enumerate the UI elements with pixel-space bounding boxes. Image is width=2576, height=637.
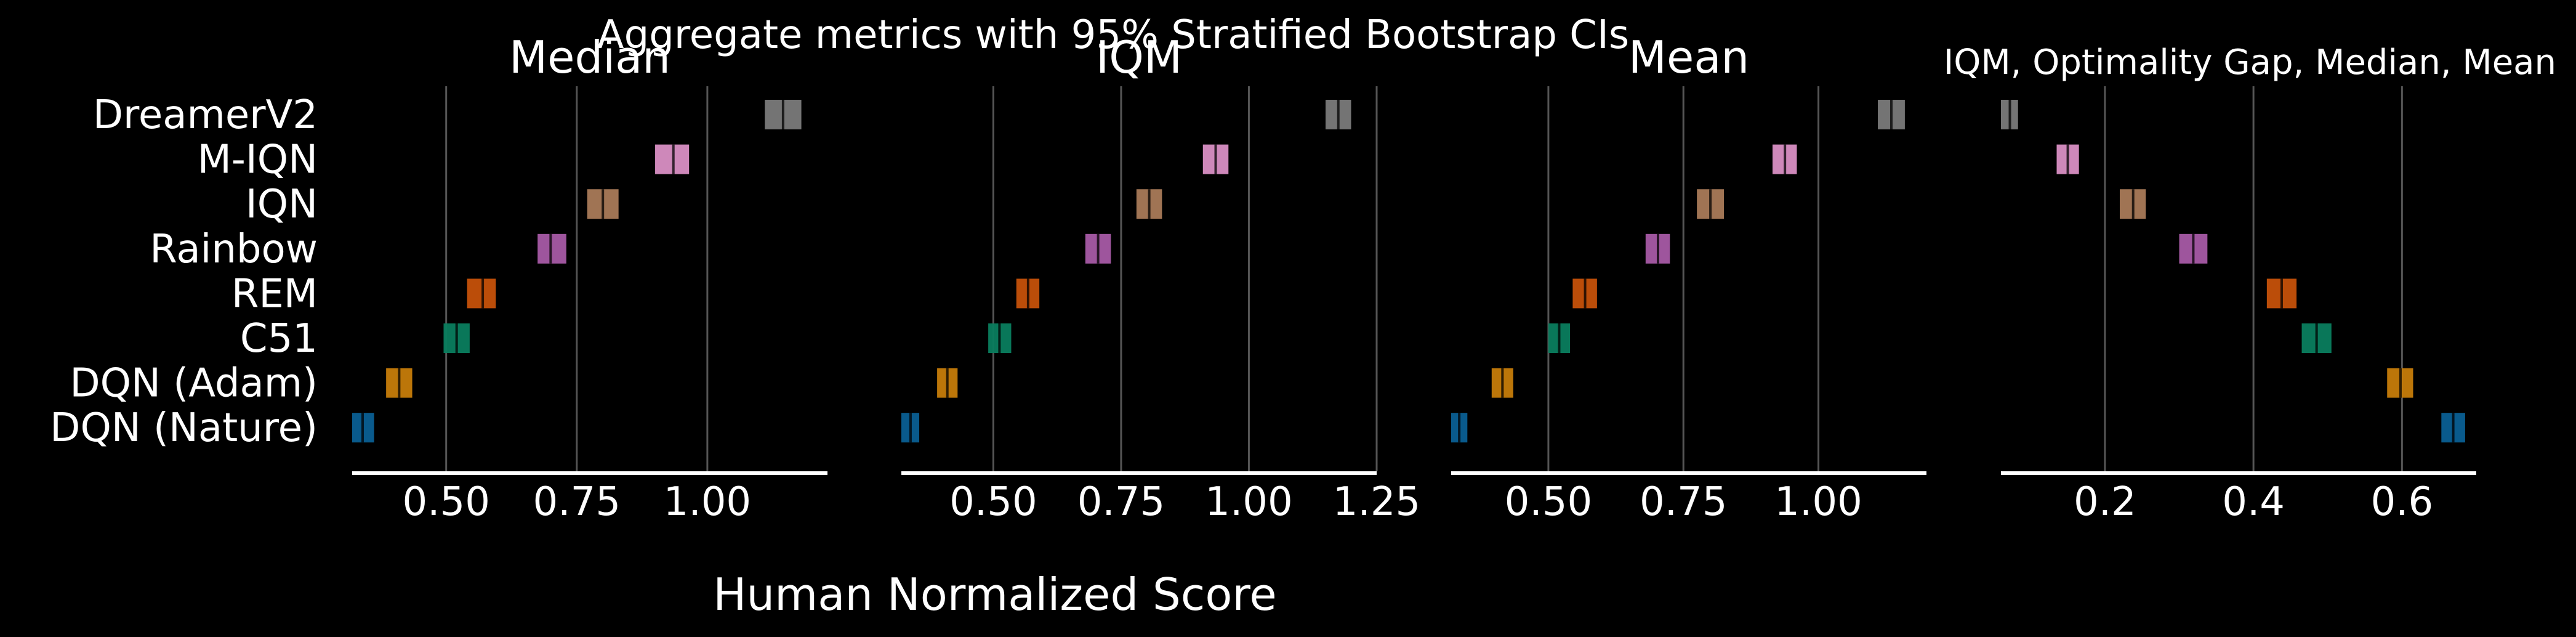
- x-tick-label: 0.50: [1505, 479, 1593, 525]
- panel-iqm: IQM 0.50 0.75 1.00 1.25: [901, 31, 1420, 525]
- x-tick-label: 0.75: [1640, 479, 1728, 525]
- panel-title: Median: [509, 31, 670, 83]
- x-tick-label: 0.75: [1077, 479, 1165, 525]
- panels: Median 0.50 0.75 1.00 IQM 0.50 0.75 1.00 1.25 Mea…: [352, 31, 2556, 525]
- category-label-dqn-nature: DQN (Nature): [50, 405, 318, 451]
- x-tick-label: 1.00: [1205, 479, 1293, 525]
- category-label-c51: C51: [240, 316, 318, 362]
- category-label-iqn: IQN: [246, 182, 318, 227]
- ci-bar-m-iqn: [655, 144, 690, 174]
- ci-bar-rem: [467, 278, 496, 309]
- category-label-rem: REM: [231, 271, 318, 317]
- panel-title: Mean: [1628, 31, 1749, 83]
- panel-median: Median 0.50 0.75 1.00: [352, 31, 827, 525]
- category-label-dreamerv2: DreamerV2: [93, 92, 318, 138]
- panel-title: IQM, Optimality Gap, Median, Mean: [1944, 43, 2556, 83]
- x-tick-label: 0.6: [2370, 479, 2433, 525]
- category-label-m-iqn: M-IQN: [198, 137, 318, 183]
- x-axis-label: Human Normalized Score: [713, 569, 1276, 620]
- x-tick-label: 0.75: [533, 479, 621, 525]
- x-tick-label: 1.00: [664, 479, 752, 525]
- panel-title: IQM: [1096, 31, 1182, 83]
- x-tick-label: 0.50: [949, 479, 1037, 525]
- category-label-dqn-adam: DQN (Adam): [70, 361, 318, 407]
- x-tick-label: 0.4: [2222, 479, 2285, 525]
- x-tick-label: 1.25: [1333, 479, 1421, 525]
- ci-bar-rainbow: [537, 233, 566, 264]
- panel-mean: Mean 0.50 0.75 1.00: [1451, 31, 1926, 525]
- chart-title: Aggregate metrics with 95% Stratified Bo…: [597, 12, 1629, 58]
- panel-iqm-optimality-gap-median-mean: IQM, Optimality Gap, Median, Mean 0.2 0.4 0…: [1944, 43, 2556, 525]
- category-label-rainbow: Rainbow: [150, 227, 318, 272]
- x-tick-label: 1.00: [1774, 479, 1862, 525]
- x-tick-label: 0.50: [402, 479, 490, 525]
- x-tick-label: 0.2: [2074, 479, 2136, 525]
